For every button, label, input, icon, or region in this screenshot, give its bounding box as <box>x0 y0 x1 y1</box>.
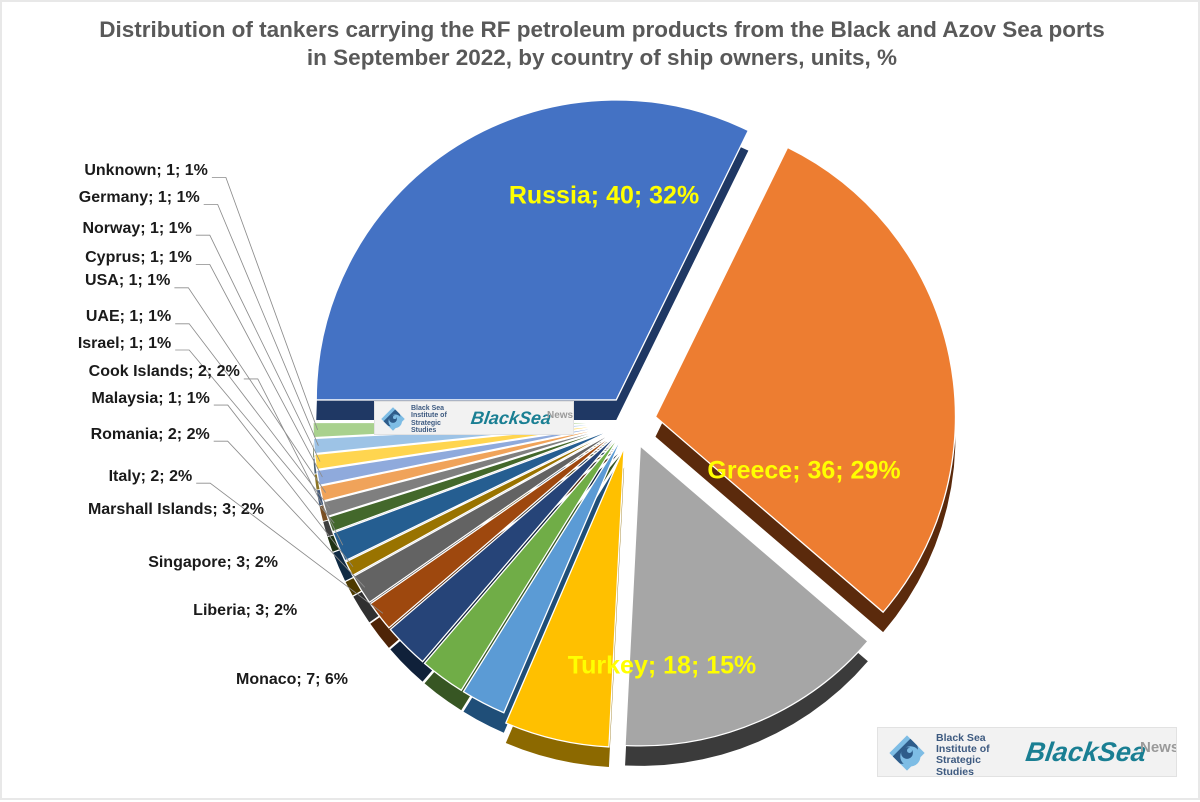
svg-text:Russia; 40; 32%: Russia; 40; 32% <box>509 182 699 210</box>
svg-text:Turkey; 18; 15%: Turkey; 18; 15% <box>568 652 757 680</box>
svg-text:Greece; 36; 29%: Greece; 36; 29% <box>707 457 900 485</box>
